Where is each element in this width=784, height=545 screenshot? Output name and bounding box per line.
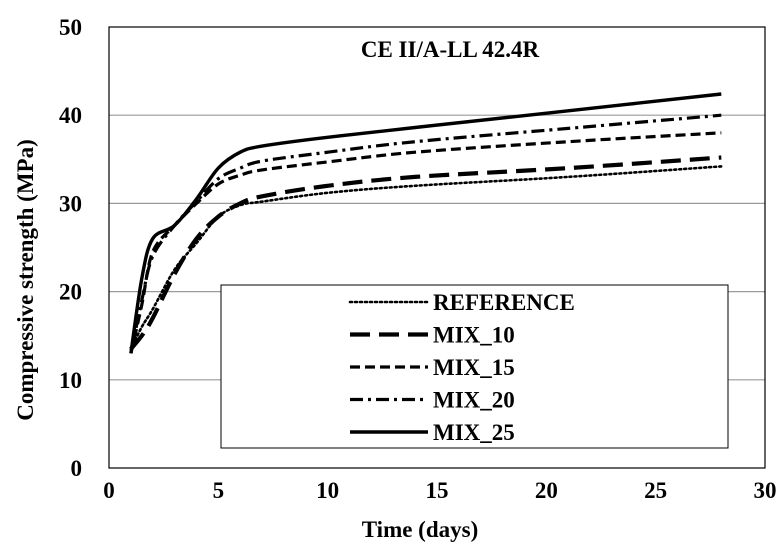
x-tick-label: 0 xyxy=(103,478,115,503)
y-tick-label: 30 xyxy=(59,191,82,216)
series-line-mix-25 xyxy=(129,92,722,354)
x-tick-labels: 0 5 10 15 20 25 30 xyxy=(103,478,776,503)
x-axis-label: Time (days) xyxy=(362,517,479,542)
x-tick-label: 25 xyxy=(644,478,667,503)
y-tick-label: 40 xyxy=(59,103,82,128)
chart-title: CE II/A-LL 42.4R xyxy=(361,37,540,62)
y-tick-label: 10 xyxy=(59,368,82,393)
legend-box xyxy=(220,284,729,449)
legend-label: REFERENCE xyxy=(433,290,575,315)
x-tick-label: 30 xyxy=(754,478,777,503)
legend-label: MIX_20 xyxy=(433,388,515,413)
y-tick-label: 50 xyxy=(59,15,82,40)
series-line-mix-10 xyxy=(129,155,722,351)
y-axis-label: Compressive strength (MPa) xyxy=(13,139,38,421)
y-tick-labels: 0 10 20 30 40 50 xyxy=(59,15,82,481)
legend: REFERENCE MIX_10 MIX_15 MIX_20 MIX_25 xyxy=(220,284,729,449)
plot-border xyxy=(108,26,766,469)
data-series xyxy=(129,92,723,354)
legend-label: MIX_25 xyxy=(433,420,515,445)
series-line-mix-20 xyxy=(129,113,722,354)
x-tick-label: 5 xyxy=(213,478,225,503)
x-tick-label: 20 xyxy=(535,478,558,503)
legend-label: MIX_15 xyxy=(433,355,515,380)
x-tick-label: 15 xyxy=(426,478,449,503)
legend-label: MIX_10 xyxy=(433,323,515,348)
series-line-mix-15 xyxy=(129,131,722,354)
x-tick-label: 10 xyxy=(316,478,339,503)
y-tick-label: 20 xyxy=(59,280,82,305)
y-tick-label: 0 xyxy=(71,456,83,481)
